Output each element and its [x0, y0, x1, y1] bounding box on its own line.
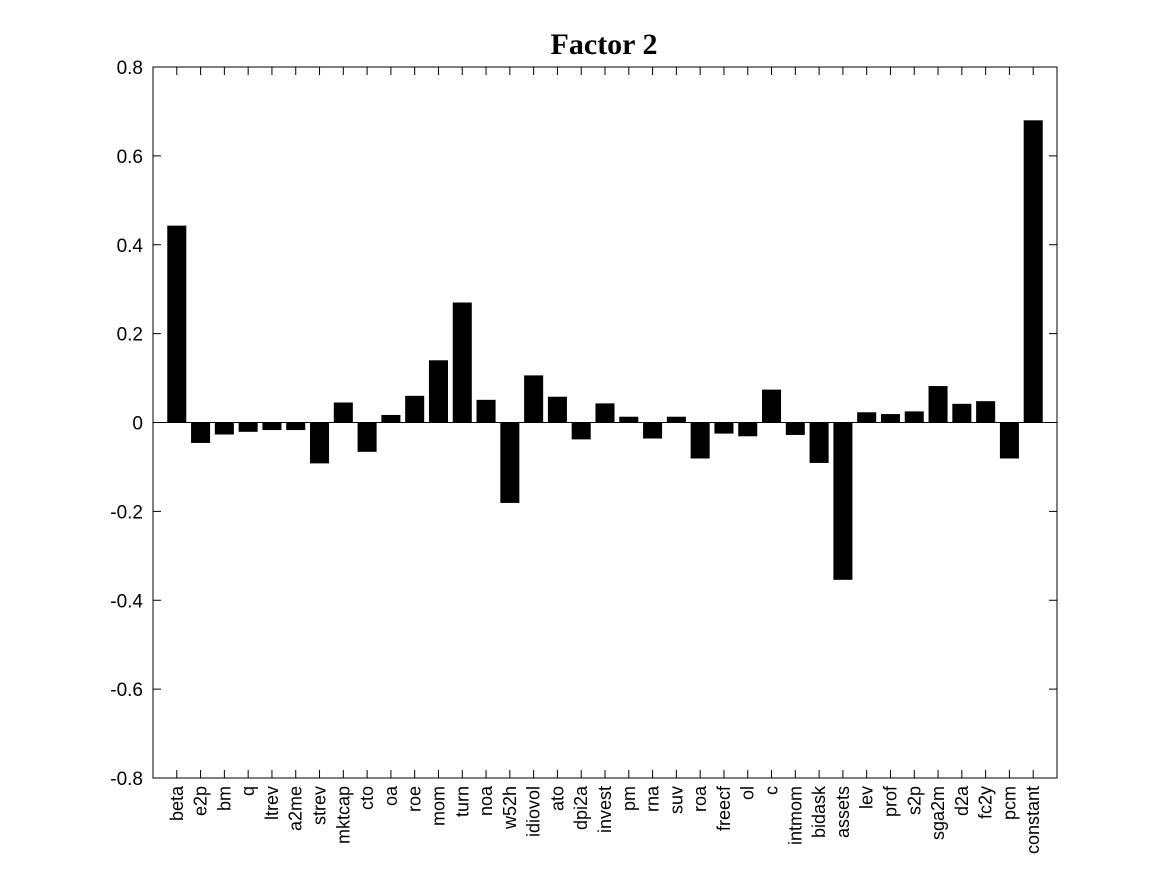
bar-d2a: [952, 403, 972, 423]
x-tick-label-ato: ato: [547, 786, 567, 811]
bar-assets: [833, 422, 853, 580]
x-axis: beta e2p bm q ltrev a2me strev mktcap cto oa roe mo…: [167, 67, 1043, 854]
x-tick-label-invest: invest: [595, 786, 615, 833]
bar-w52h: [500, 422, 520, 503]
x-tick-label-pcm: pcm: [999, 786, 1019, 820]
x-tick-label-prof: prof: [880, 785, 900, 817]
bar-prof: [880, 414, 900, 423]
x-tick-label-intmom: intmom: [785, 786, 805, 845]
x-tick-label-turn: turn: [452, 786, 472, 817]
x-tick-label-mom: mom: [428, 786, 448, 826]
bar-intmom: [785, 422, 805, 435]
y-tick-label: -0.2: [110, 502, 143, 523]
bar-freecf: [714, 422, 734, 434]
bar-cto: [357, 422, 377, 452]
bar-turn: [452, 302, 472, 423]
x-tick-label-s2p: s2p: [904, 786, 924, 815]
bar-pcm: [999, 422, 1019, 459]
bar-sga2m: [928, 386, 948, 423]
x-tick-label-constant: constant: [1023, 786, 1043, 854]
x-tick-label-lev: lev: [857, 786, 877, 809]
bar-beta: [167, 225, 187, 423]
x-tick-label-roe: roe: [405, 786, 425, 812]
y-tick-label: 0.6: [117, 147, 143, 168]
bar-oa: [381, 414, 401, 423]
bar-roa: [690, 422, 710, 459]
chart-title: Factor 2: [551, 28, 658, 61]
x-tick-label-dpi2a: dpi2a: [571, 785, 591, 830]
x-tick-label-e2p: e2p: [191, 786, 211, 816]
x-tick-label-suv: suv: [666, 786, 686, 814]
x-tick-label-cto: cto: [357, 786, 377, 810]
x-tick-label-rna: rna: [643, 785, 663, 812]
bar-invest: [595, 403, 615, 423]
bar-rna: [643, 422, 663, 439]
x-tick-label-d2a: d2a: [952, 785, 972, 816]
bar-noa: [476, 399, 496, 423]
x-tick-label-oa: oa: [381, 785, 401, 806]
bar-strev: [310, 422, 330, 464]
bar-mktcap: [333, 402, 353, 423]
bar-c: [762, 389, 782, 423]
y-tick-label: 0.2: [117, 325, 143, 346]
bar-ato: [547, 396, 567, 423]
x-tick-label-fc2y: fc2y: [976, 786, 996, 819]
bar-a2me: [286, 422, 306, 431]
x-tick-label-bidask: bidask: [809, 785, 829, 838]
x-tick-label-mktcap: mktcap: [333, 786, 353, 844]
bar-constant: [1023, 120, 1043, 423]
bar-lev: [857, 412, 877, 423]
x-tick-label-assets: assets: [833, 786, 853, 838]
x-tick-label-strev: strev: [310, 786, 330, 825]
y-tick-label: 0.8: [117, 58, 143, 79]
x-tick-label-ltrev: ltrev: [262, 786, 282, 820]
x-tick-label-w52h: w52h: [500, 786, 520, 830]
x-tick-label-noa: noa: [476, 785, 496, 816]
bar-bidask: [809, 422, 829, 463]
bar-s2p: [904, 411, 924, 423]
bar-ol: [738, 422, 758, 437]
bar-roe: [405, 395, 425, 423]
x-tick-label-c: c: [762, 786, 782, 795]
bar-q: [238, 422, 258, 432]
y-tick-label: 0: [132, 414, 143, 435]
bars-group: [167, 120, 1043, 580]
bar-idiovol: [524, 375, 544, 423]
bar-pm: [619, 416, 639, 423]
bar-suv: [666, 416, 686, 423]
bar-e2p: [191, 422, 211, 443]
y-axis: 0.8 0.6 0.4 0.2 0 -0.2 -0.4 -0.6 -0.8: [110, 58, 1057, 790]
bar-mom: [428, 360, 448, 423]
x-tick-label-sga2m: sga2m: [928, 786, 948, 840]
x-tick-label-bm: bm: [214, 786, 234, 811]
x-tick-label-beta: beta: [167, 785, 187, 821]
bar-bm: [214, 422, 234, 435]
x-tick-label-ol: ol: [738, 786, 758, 800]
bar-fc2y: [976, 401, 996, 423]
x-tick-label-a2me: a2me: [286, 786, 306, 831]
y-tick-label: -0.8: [110, 769, 143, 790]
bar-ltrev: [262, 422, 282, 431]
y-tick-label: -0.6: [110, 680, 143, 701]
x-tick-label-idiovol: idiovol: [524, 786, 544, 837]
x-tick-label-freecf: freecf: [714, 785, 734, 831]
x-tick-label-q: q: [238, 786, 258, 796]
bar-dpi2a: [571, 422, 591, 440]
y-tick-label: 0.4: [117, 236, 144, 257]
x-tick-label-pm: pm: [619, 786, 639, 811]
x-tick-label-roa: roa: [690, 785, 710, 812]
y-tick-label: -0.4: [110, 591, 143, 612]
